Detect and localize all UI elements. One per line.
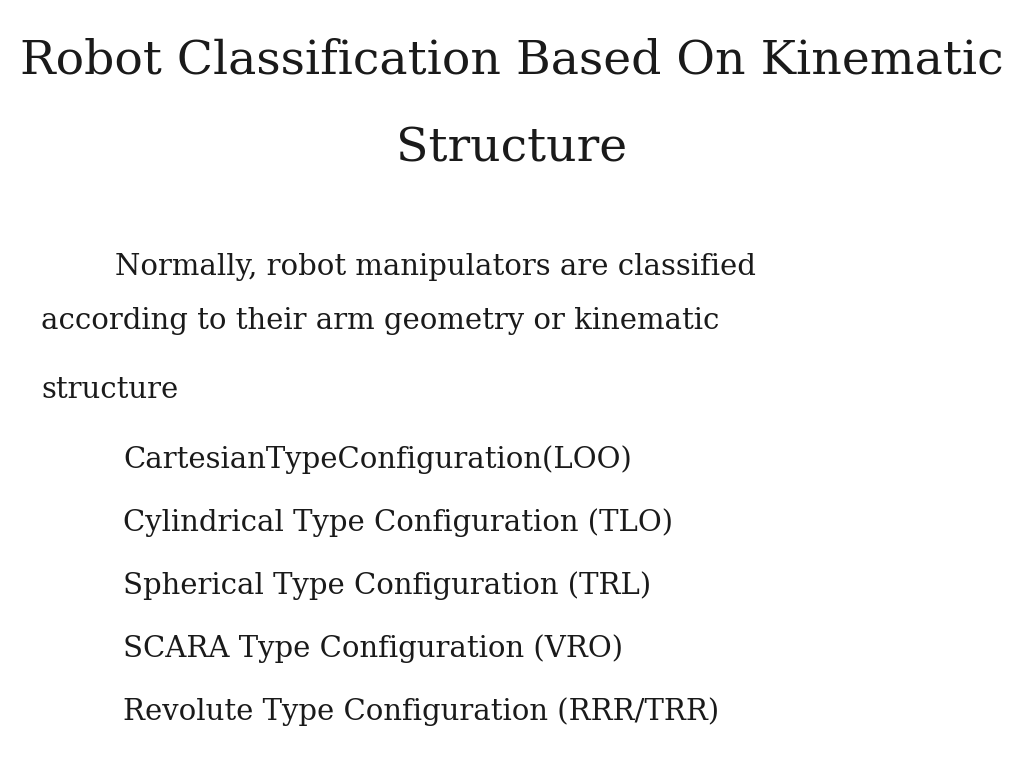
Text: structure: structure — [41, 376, 178, 404]
Text: Cylindrical Type Configuration (TLO): Cylindrical Type Configuration (TLO) — [123, 508, 673, 537]
Text: Structure: Structure — [396, 127, 628, 172]
Text: SCARA Type Configuration (VRO): SCARA Type Configuration (VRO) — [123, 634, 623, 663]
Text: according to their arm geometry or kinematic: according to their arm geometry or kinem… — [41, 307, 719, 335]
Text: Robot Classification Based On Kinematic: Robot Classification Based On Kinematic — [20, 38, 1004, 84]
Text: Spherical Type Configuration (TRL): Spherical Type Configuration (TRL) — [123, 571, 651, 600]
Text: Normally, robot manipulators are classified: Normally, robot manipulators are classif… — [41, 253, 756, 281]
Text: CartesianTypeConfiguration(LOO): CartesianTypeConfiguration(LOO) — [123, 445, 632, 474]
Text: Revolute Type Configuration (RRR/TRR): Revolute Type Configuration (RRR/TRR) — [123, 697, 719, 726]
